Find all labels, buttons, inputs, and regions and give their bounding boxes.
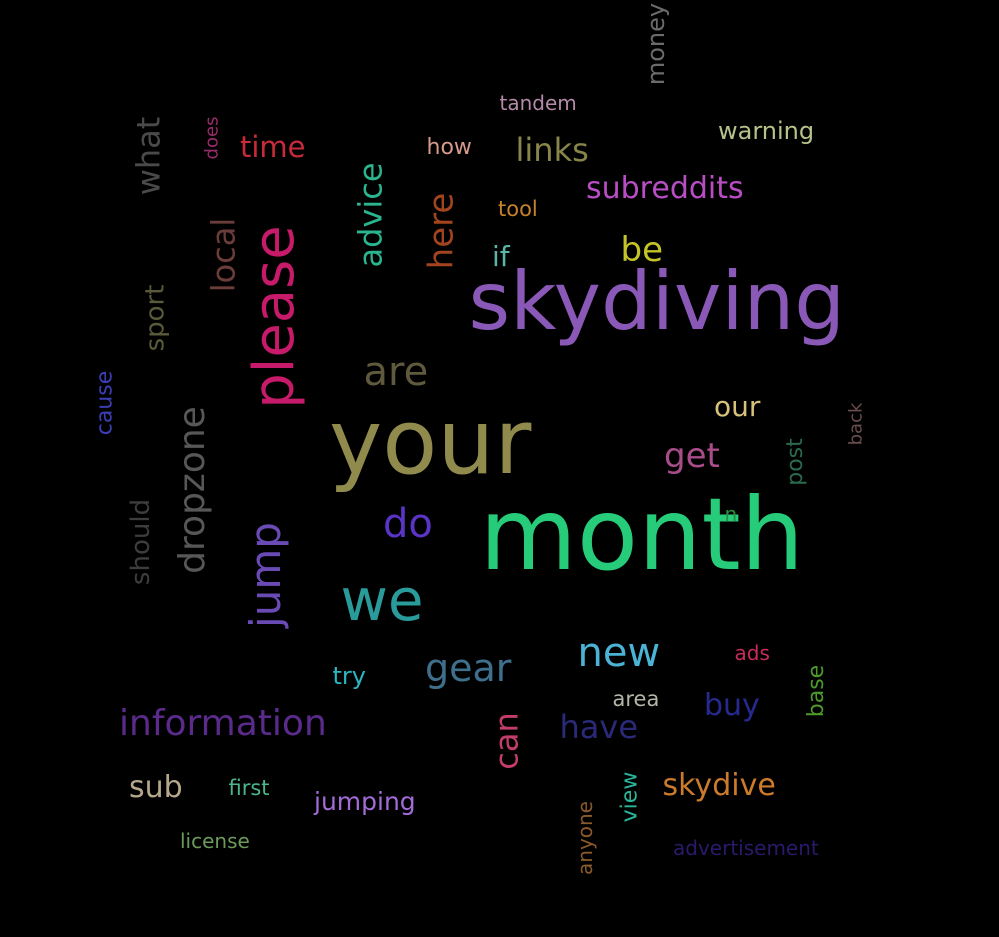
word-view: view xyxy=(616,771,642,823)
word-new: new xyxy=(577,630,661,676)
word-does: does xyxy=(200,116,222,160)
word-how: how xyxy=(426,135,472,160)
word-subreddits: subreddits xyxy=(586,171,744,206)
word-area: area xyxy=(612,686,660,711)
word-information: information xyxy=(119,703,327,744)
word-here: here xyxy=(420,192,461,270)
word-license: license xyxy=(180,829,250,853)
word-sub: sub xyxy=(129,770,183,805)
word-tool: tool xyxy=(498,196,538,221)
word-do: do xyxy=(383,501,433,547)
word-local: local xyxy=(203,217,242,293)
word-money: money xyxy=(642,2,671,86)
word-n: n xyxy=(724,502,738,526)
word-back: back xyxy=(844,402,866,446)
word-if: if xyxy=(492,240,510,273)
word-base: base xyxy=(804,664,830,718)
word-we: we xyxy=(340,566,424,634)
word-jumping: jumping xyxy=(314,786,416,816)
word-should: should xyxy=(126,498,157,586)
word-anyone: anyone xyxy=(572,801,597,875)
word-have: have xyxy=(559,708,639,746)
word-try: try xyxy=(332,662,366,690)
word-time: time xyxy=(240,129,306,164)
word-be: be xyxy=(620,230,664,270)
word-links: links xyxy=(515,131,589,169)
word-advertisement: advertisement xyxy=(673,836,819,860)
word-get: get xyxy=(664,436,720,476)
word-can: can xyxy=(487,712,526,770)
word-warning: warning xyxy=(718,117,815,145)
word-tandem: tandem xyxy=(499,91,577,115)
word-gear: gear xyxy=(425,646,512,690)
word-skydive: skydive xyxy=(662,768,776,803)
word-dropzone: dropzone xyxy=(171,406,213,574)
word-please: please xyxy=(241,225,307,409)
word-are: are xyxy=(363,349,429,395)
word-ads: ads xyxy=(734,641,770,665)
word-month: month xyxy=(479,476,805,593)
word-first: first xyxy=(228,775,270,800)
word-our: our xyxy=(714,390,761,423)
word-advice: advice xyxy=(351,162,390,268)
word-buy: buy xyxy=(704,688,760,723)
word-skydiving: skydiving xyxy=(468,255,846,348)
word-what: what xyxy=(128,116,167,196)
word-post: post xyxy=(782,438,808,486)
word-sport: sport xyxy=(139,284,170,352)
word-jump: jump xyxy=(240,522,290,628)
word-your: your xyxy=(329,390,532,495)
word-cause: cause xyxy=(91,370,117,436)
